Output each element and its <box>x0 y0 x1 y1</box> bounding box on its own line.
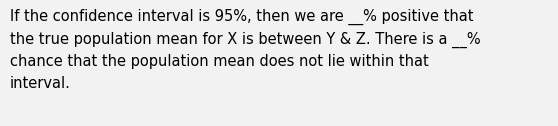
Text: If the confidence interval is 95%, then we are __% positive that
the true popula: If the confidence interval is 95%, then … <box>10 9 480 91</box>
